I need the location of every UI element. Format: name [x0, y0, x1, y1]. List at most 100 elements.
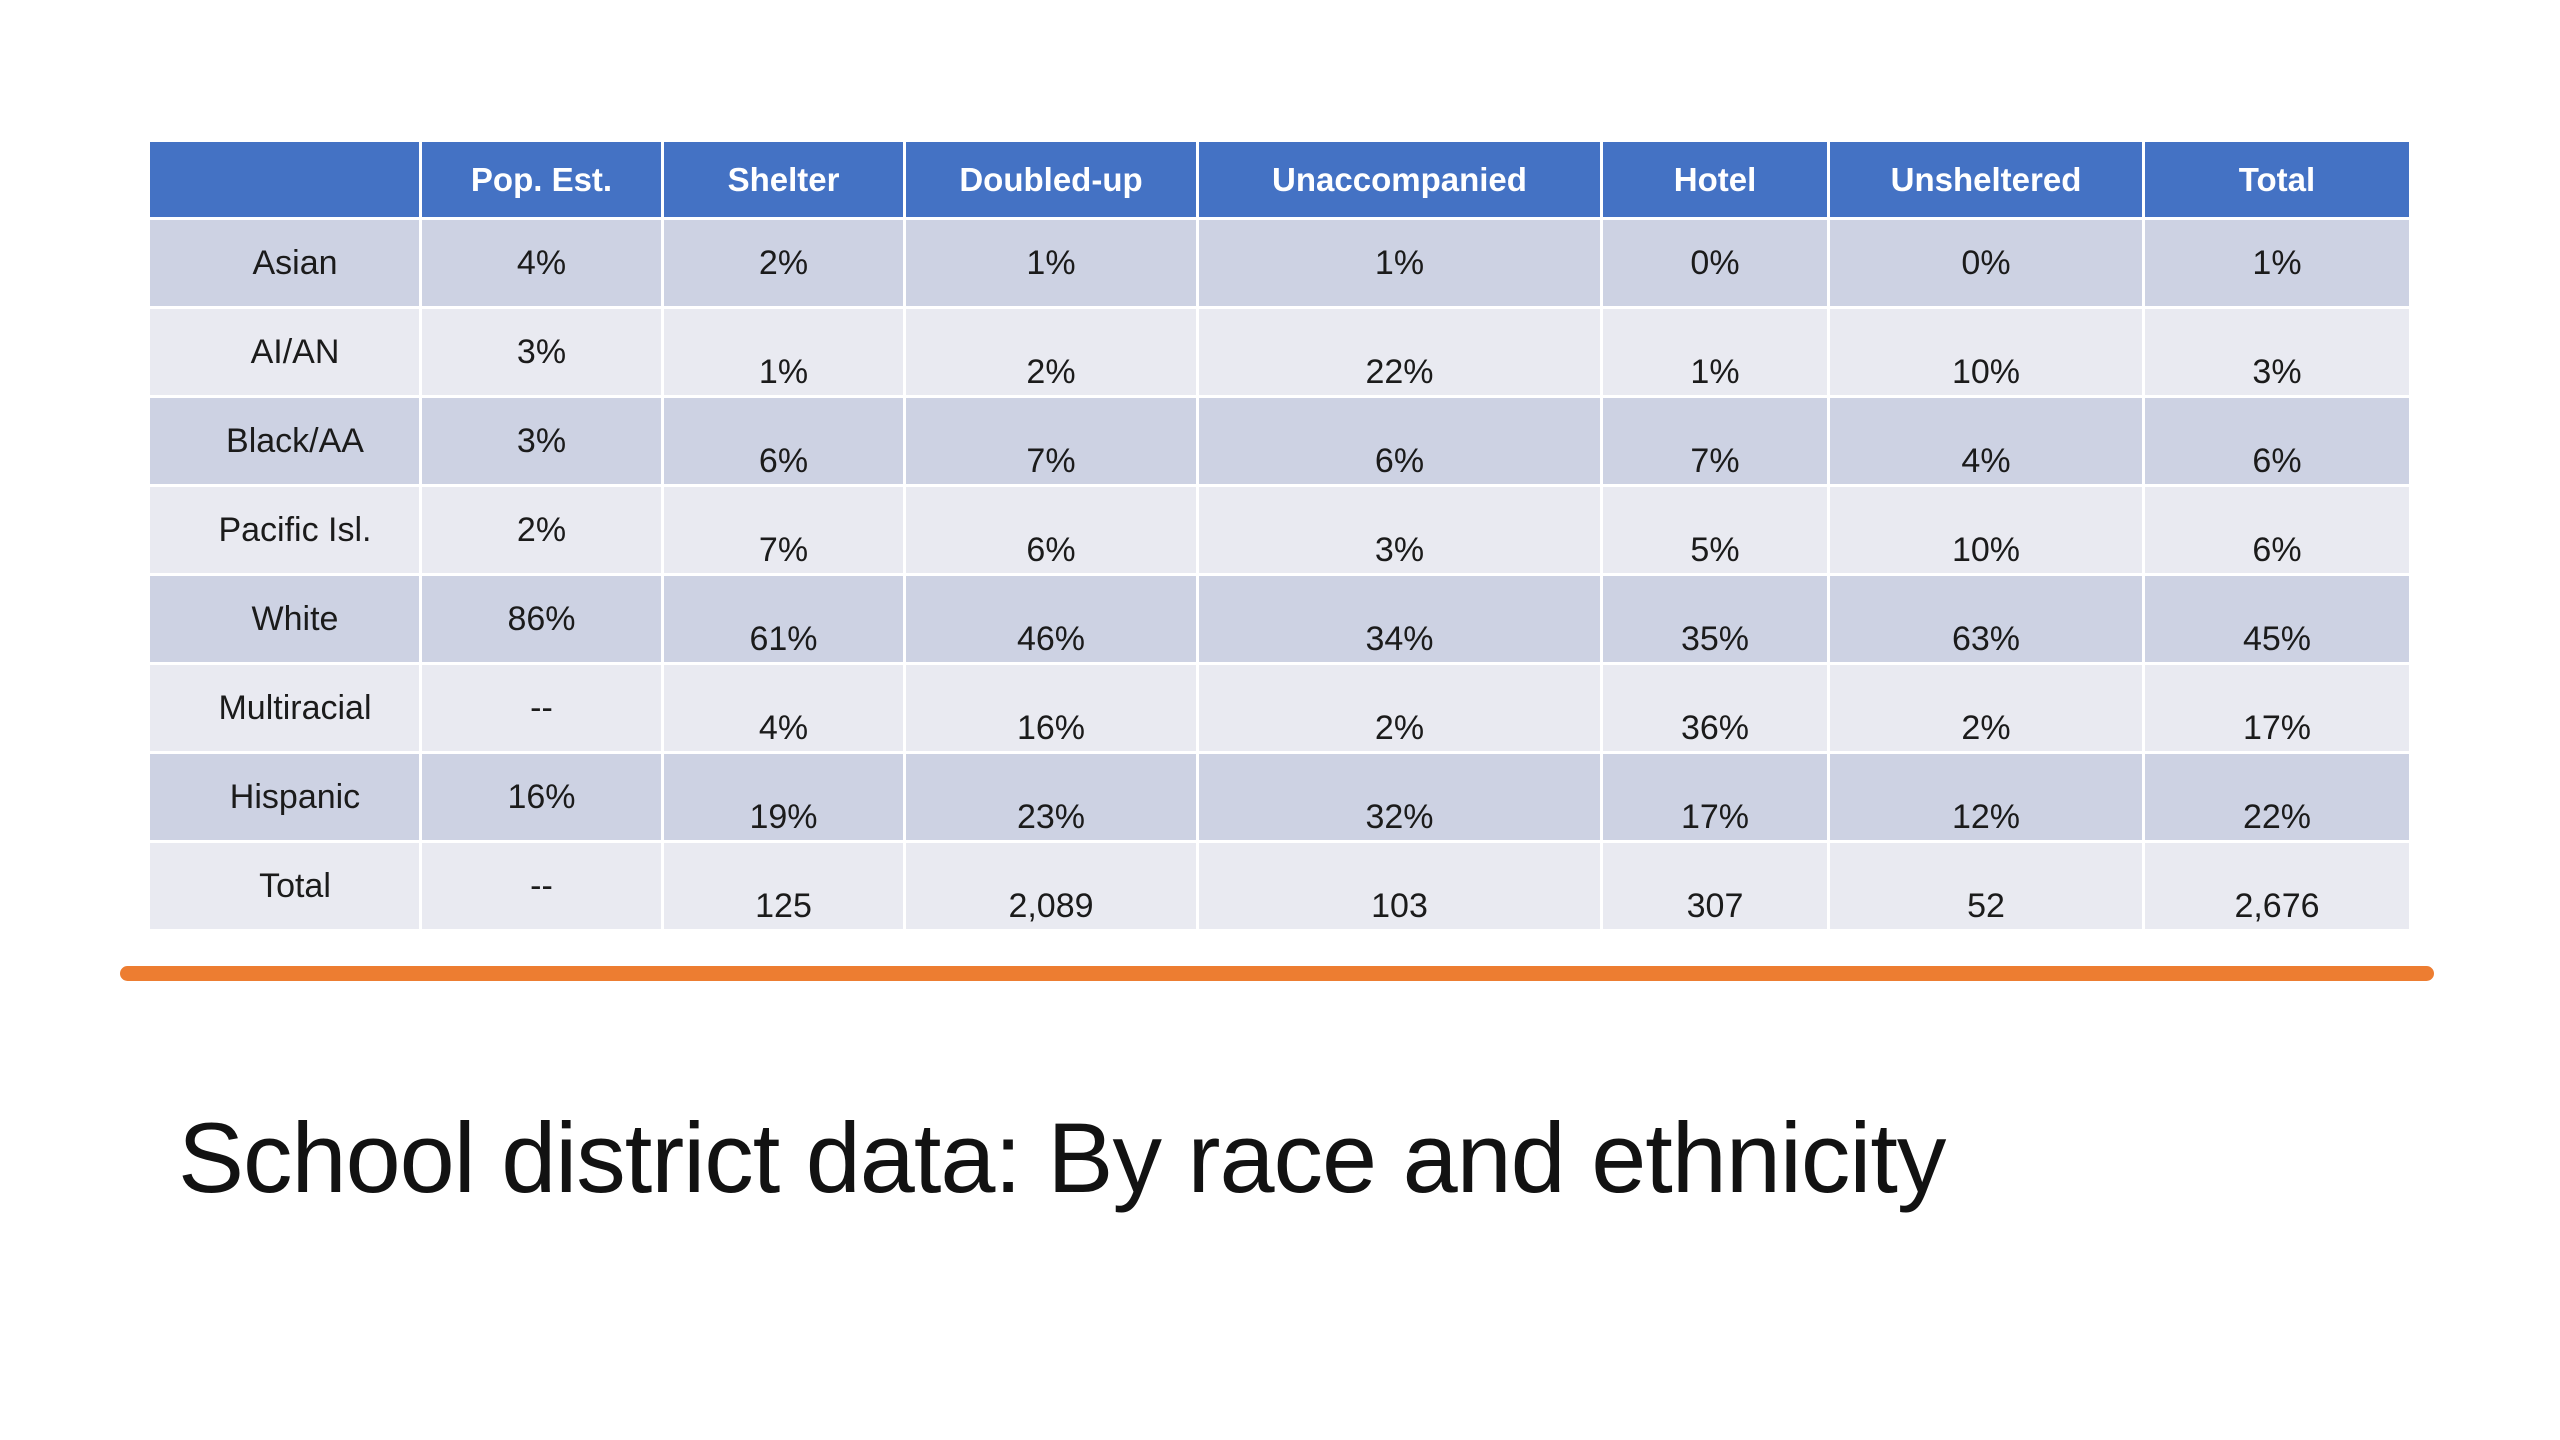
row-label-white: White — [147, 573, 422, 665]
cell-asian-unaccompanied: 1% — [1196, 217, 1603, 309]
cell-pacific-isl-unsheltered: 10% — [1827, 484, 2145, 576]
cell-value: -- — [530, 866, 553, 905]
cell-total-unsheltered: 52 — [1827, 840, 2145, 932]
row-label-hispanic: Hispanic — [147, 751, 422, 843]
cell-white-hotel: 35% — [1600, 573, 1830, 665]
cell-pacific-isl-doubled-up: 6% — [903, 484, 1199, 576]
cell-black-aa-pop-est: 3% — [419, 395, 664, 487]
cell-value: 10% — [1951, 352, 2021, 391]
cell-value: 6% — [1026, 530, 1076, 569]
cell-multiracial-pop-est: -- — [419, 662, 664, 754]
cell-value: 2% — [1374, 708, 1425, 747]
cell-ai-an-unaccompanied: 22% — [1196, 306, 1603, 398]
cell-value: -- — [530, 688, 553, 727]
cell-pacific-isl-hotel: 5% — [1600, 484, 1830, 576]
cell-value: 1% — [758, 352, 809, 391]
cell-value: 2% — [1961, 708, 2011, 747]
cell-black-aa-doubled-up: 7% — [903, 395, 1199, 487]
cell-value: 0% — [1690, 243, 1740, 282]
cell-value: 36% — [1680, 708, 1750, 747]
cell-value: 2% — [1026, 352, 1076, 391]
cell-value: 19% — [749, 797, 818, 836]
cell-white-shelter: 61% — [661, 573, 906, 665]
cell-value: 3% — [516, 421, 567, 460]
cell-value: 46% — [1016, 619, 1086, 658]
cell-value: 7% — [758, 530, 809, 569]
cell-ai-an-shelter: 1% — [661, 306, 906, 398]
column-header-unaccompanied: Unaccompanied — [1196, 139, 1603, 220]
cell-value: 10% — [1951, 530, 2021, 569]
cell-asian-unsheltered: 0% — [1827, 217, 2145, 309]
column-header-total: Total — [2142, 139, 2412, 220]
cell-asian-hotel: 0% — [1600, 217, 1830, 309]
cell-hispanic-unaccompanied: 32% — [1196, 751, 1603, 843]
cell-black-aa-shelter: 6% — [661, 395, 906, 487]
table-row-pacific-isl: Pacific Isl. 2% 7% 6% 3% 5% 10% 6% — [147, 484, 2412, 576]
cell-total-shelter: 125 — [661, 840, 906, 932]
table-row-asian: Asian 4% 2% 1% 1% 0% 0% 1% — [147, 217, 2412, 309]
column-header-blank — [147, 139, 422, 220]
cell-hispanic-doubled-up: 23% — [903, 751, 1199, 843]
cell-value: 2% — [516, 510, 567, 549]
cell-value: 34% — [1365, 619, 1434, 658]
cell-value: 4% — [1961, 441, 2011, 480]
cell-value: 2,089 — [1008, 886, 1094, 925]
cell-white-pop-est: 86% — [419, 573, 664, 665]
table-row-black-aa: Black/AA 3% 6% 7% 6% 7% 4% 6% — [147, 395, 2412, 487]
cell-value: 0% — [1961, 243, 2011, 282]
cell-total-doubled-up: 2,089 — [903, 840, 1199, 932]
cell-value: 6% — [2252, 530, 2302, 569]
cell-black-aa-total: 6% — [2142, 395, 2412, 487]
cell-hispanic-hotel: 17% — [1600, 751, 1830, 843]
row-label-asian: Asian — [147, 217, 422, 309]
cell-total-unaccompanied: 103 — [1196, 840, 1603, 932]
cell-white-total: 45% — [2142, 573, 2412, 665]
cell-hispanic-pop-est: 16% — [419, 751, 664, 843]
column-header-hotel: Hotel — [1600, 139, 1830, 220]
cell-value: 16% — [507, 777, 576, 816]
cell-white-doubled-up: 46% — [903, 573, 1199, 665]
accent-divider-line — [120, 966, 2434, 981]
cell-pacific-isl-pop-est: 2% — [419, 484, 664, 576]
cell-value: 6% — [2252, 441, 2302, 480]
cell-value: 61% — [749, 619, 818, 658]
cell-value: 307 — [1686, 886, 1744, 925]
cell-multiracial-total: 17% — [2142, 662, 2412, 754]
cell-value: 3% — [516, 332, 567, 371]
cell-total-hotel: 307 — [1600, 840, 1830, 932]
cell-value: 16% — [1016, 708, 1086, 747]
row-label-multiracial: Multiracial — [147, 662, 422, 754]
cell-value: 6% — [1374, 441, 1425, 480]
row-label-pacific-isl: Pacific Isl. — [147, 484, 422, 576]
cell-ai-an-pop-est: 3% — [419, 306, 664, 398]
cell-value: 45% — [2242, 619, 2312, 658]
cell-value: 4% — [758, 708, 809, 747]
cell-white-unaccompanied: 34% — [1196, 573, 1603, 665]
column-header-pop-est: Pop. Est. — [419, 139, 664, 220]
table-row-total: Total -- 125 2,089 103 307 52 2,676 — [147, 840, 2412, 932]
cell-ai-an-hotel: 1% — [1600, 306, 1830, 398]
cell-value: 2% — [758, 243, 809, 282]
cell-value: 103 — [1371, 886, 1428, 925]
cell-value: 52 — [1967, 886, 2005, 925]
cell-value: 2,676 — [2234, 886, 2320, 925]
cell-hispanic-total: 22% — [2142, 751, 2412, 843]
cell-multiracial-doubled-up: 16% — [903, 662, 1199, 754]
cell-value: 7% — [1026, 441, 1076, 480]
cell-value: 63% — [1951, 619, 2021, 658]
cell-value: 22% — [2242, 797, 2312, 836]
cell-value: 4% — [516, 243, 567, 282]
cell-value: 23% — [1016, 797, 1086, 836]
table-row-ai-an: AI/AN 3% 1% 2% 22% 1% 10% 3% — [147, 306, 2412, 398]
table-row-hispanic: Hispanic 16% 19% 23% 32% 17% 12% 22% — [147, 751, 2412, 843]
cell-ai-an-total: 3% — [2142, 306, 2412, 398]
cell-value: 17% — [1680, 797, 1750, 836]
cell-hispanic-shelter: 19% — [661, 751, 906, 843]
cell-value: 3% — [2252, 352, 2302, 391]
cell-value: 12% — [1951, 797, 2021, 836]
cell-multiracial-shelter: 4% — [661, 662, 906, 754]
table-header-row: Pop. Est. Shelter Doubled-up Unaccompanied H… — [147, 139, 2412, 220]
cell-black-aa-unsheltered: 4% — [1827, 395, 2145, 487]
column-header-unsheltered: Unsheltered — [1827, 139, 2145, 220]
